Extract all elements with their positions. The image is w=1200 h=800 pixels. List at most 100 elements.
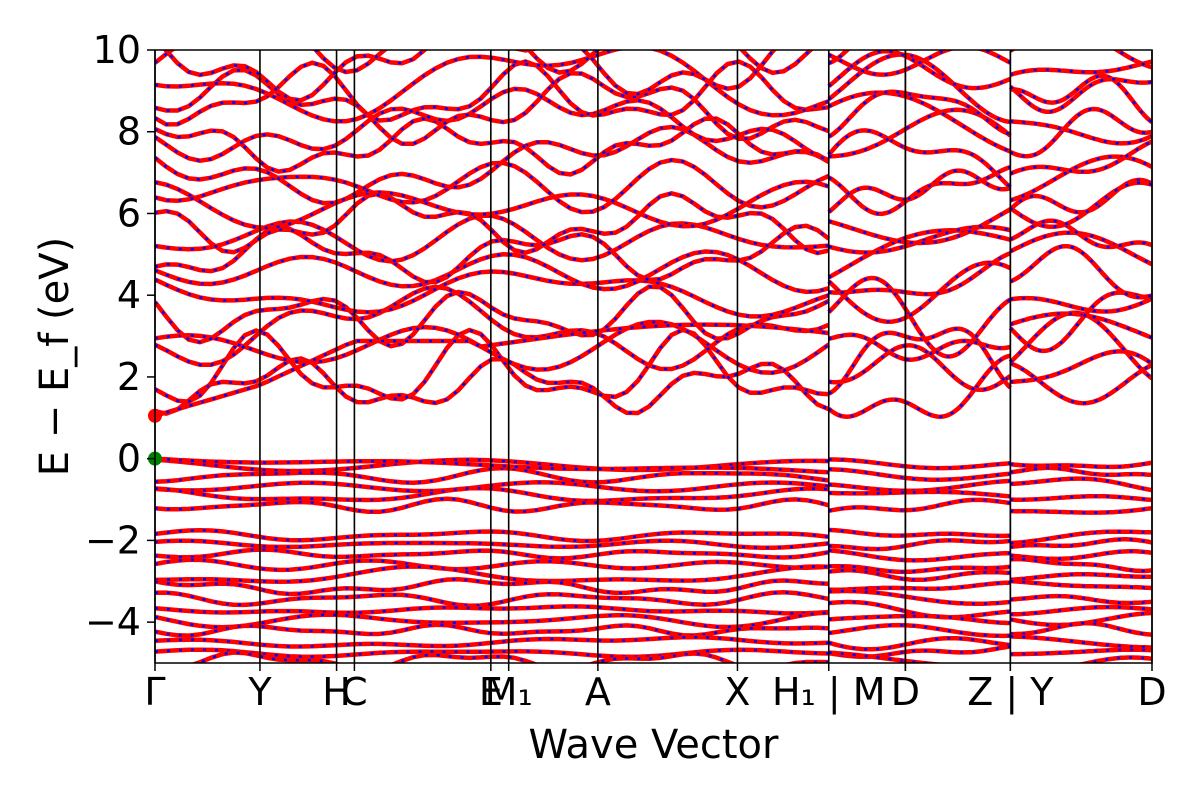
x-tick-label: Γ [144, 670, 165, 714]
conduction-band-line-dotted [827, 261, 1011, 323]
valence-band-line [1076, 655, 1152, 663]
conduction-band-line-dotted [828, 208, 1011, 245]
conduction-band-line [827, 128, 1012, 189]
valence-band-line [1010, 529, 1152, 546]
x-tick-label: Y [247, 670, 272, 714]
conduction-band-line-dotted [1009, 77, 1152, 114]
y-tick-label: 6 [117, 191, 141, 235]
x-tick-label: D [891, 670, 920, 714]
valence-band-line-dotted [155, 565, 829, 583]
conduction-band-line-dotted [827, 354, 1011, 418]
x-tick-label: E [479, 670, 503, 714]
conduction-band-line [155, 86, 830, 163]
conduction-band-line-dotted [1009, 312, 1152, 339]
valence-band-line [155, 485, 829, 504]
conduction-band-line [827, 52, 1011, 125]
conduction-band-line [827, 50, 851, 66]
y-axis-ticks: −4 −2 0 2 4 6 8 10 [85, 28, 155, 644]
valence-band-line [1010, 549, 1152, 562]
conduction-band-line-dotted [828, 50, 850, 65]
conduction-band-line-dotted [1009, 140, 1152, 175]
x-tick-label: Z | Y [967, 670, 1054, 715]
valence-band-line [155, 557, 829, 573]
conduction-band-line [155, 67, 830, 147]
conduction-band-line-dotted [828, 108, 1012, 158]
valence-band-line-dotted [155, 486, 829, 503]
y-tick-label: 4 [117, 273, 141, 317]
conduction-band-line [155, 284, 830, 349]
conduction-band-line [155, 223, 831, 285]
conduction-band-line-dotted [1010, 120, 1152, 145]
valence-band-line-dotted [155, 466, 829, 484]
valence-band-line [828, 622, 1011, 639]
conduction-band-line [828, 207, 1012, 246]
valence-band-line [828, 588, 1011, 606]
conduction-band-line [827, 326, 1012, 396]
x-tick-label: D [1137, 670, 1166, 714]
valence-band-line [1010, 571, 1152, 583]
valence-band-line [1010, 476, 1152, 493]
x-axis-label: Wave Vector [529, 722, 780, 768]
valence-band-line [828, 527, 1011, 539]
conduction-band-line-dotted [155, 60, 829, 126]
valence-band-line-dotted [155, 548, 830, 560]
valence-band-line [828, 568, 1011, 583]
y-tick-label: 10 [93, 28, 141, 72]
x-tick-label: H₁ | M [772, 670, 886, 715]
conduction-band-line [1009, 50, 1016, 53]
valence-band-line [190, 650, 829, 663]
valence-band-line [828, 467, 1011, 482]
conduction-band-line-dotted [827, 169, 1011, 214]
conduction-band-line-dotted [1114, 50, 1152, 69]
x-tick-label: M₁ [485, 670, 533, 714]
valence-band-line [1010, 621, 1152, 637]
valence-band-line-dotted [155, 591, 830, 608]
valence-band-line [1010, 593, 1152, 606]
conduction-band-line [1009, 59, 1152, 77]
valence-band-line-dotted [155, 635, 829, 648]
conduction-band-line-dotted [1009, 107, 1152, 158]
valence-band-line-dotted [155, 528, 829, 543]
conduction-band-line [828, 343, 1012, 393]
conduction-band-line-dotted [1009, 60, 1152, 76]
valence-band-line [1010, 556, 1152, 574]
conduction-band-line [155, 179, 830, 231]
conduction-band-line-dotted [155, 328, 829, 403]
band-lines-group [155, 50, 1152, 663]
valence-band-line-dotted [155, 648, 829, 659]
conduction-band-line-dotted [155, 192, 830, 255]
valence-band-line-dotted [155, 481, 829, 493]
conduction-band-line [1010, 119, 1152, 146]
conduction-band-line-dotted [828, 344, 1012, 392]
valence-band-line-dotted [155, 623, 829, 637]
conduction-band-line-dotted [155, 50, 830, 123]
valence-band-line-dotted [155, 577, 829, 596]
conduction-band-line-dotted [1010, 74, 1152, 124]
conduction-band-line [155, 327, 829, 404]
valence-band-line [1009, 537, 1152, 550]
conduction-band-line [155, 319, 831, 375]
y-tick-label: −4 [85, 600, 141, 644]
conduction-band-line [1008, 180, 1152, 229]
conduction-band-line-dotted [155, 323, 829, 417]
conduction-band-line [827, 90, 1012, 154]
x-tick-label: X [724, 670, 750, 714]
y-tick-label: 2 [117, 355, 141, 399]
conduction-band-line-dotted [828, 50, 1011, 76]
valence-band-line [1010, 634, 1152, 650]
x-tick-label: A [585, 670, 611, 714]
valence-band-line [1010, 505, 1152, 515]
conduction-band-line-dotted [155, 270, 830, 318]
valence-band-line-dotted [155, 458, 829, 473]
valence-band-line-dotted [155, 558, 829, 572]
conduction-band-line [155, 190, 830, 256]
conduction-band-line [155, 249, 830, 295]
conduction-band-line-dotted [155, 285, 830, 371]
valence-band-line [1010, 604, 1152, 617]
valence-band-line-dotted [155, 539, 829, 550]
conduction-band-line-dotted [828, 333, 1011, 361]
conduction-band-line [155, 116, 830, 177]
valence-band-line [828, 478, 1011, 494]
